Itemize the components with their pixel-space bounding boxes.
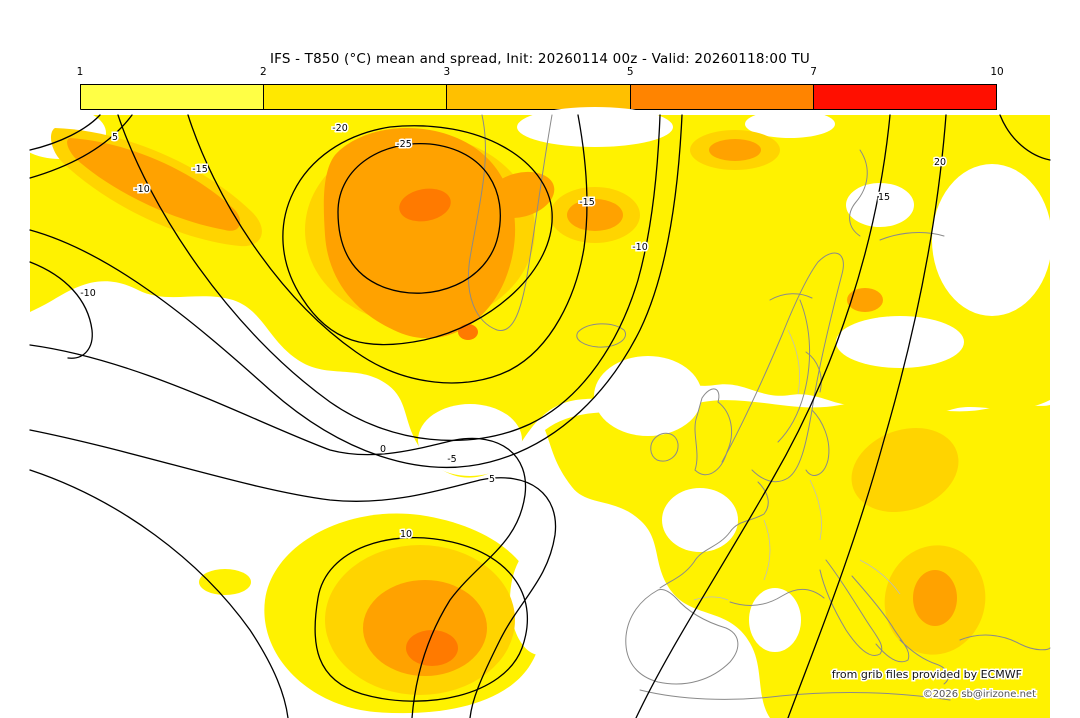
country-border (763, 519, 771, 581)
contour-label: 0 (380, 444, 386, 455)
coastline (805, 409, 830, 476)
spread-region (199, 569, 251, 595)
colorbar-segment (81, 85, 264, 109)
colorbar-segment (263, 85, 447, 109)
contour-label: -25 (396, 139, 412, 150)
colorbar-segment (629, 85, 813, 109)
coastline (467, 114, 553, 331)
spread-region (851, 427, 959, 513)
spread-region (67, 138, 241, 231)
colorbar-tick-label: 7 (810, 66, 817, 78)
contour-label: 5 (112, 132, 118, 143)
contour-line (282, 125, 553, 346)
colorbar (80, 84, 997, 110)
attribution: from grib files provided by ECMWF ©2026 … (830, 667, 1037, 702)
colorbar-tick-label: 3 (443, 66, 451, 78)
contour-label: 5 (489, 474, 495, 485)
attribution-source: from grib files provided by ECMWF (832, 668, 1022, 681)
contour-line (999, 114, 1051, 161)
contour-line (29, 469, 289, 718)
contour-line (29, 344, 527, 718)
colorbar-segment (446, 85, 630, 109)
spread-region (30, 115, 1050, 478)
spread-region (847, 288, 883, 312)
spread-region (458, 324, 478, 340)
contour-line (787, 114, 947, 718)
colorbar-tick-label: 1 (76, 66, 84, 78)
spread-region (709, 139, 761, 161)
contour-line (29, 114, 683, 469)
coastline (899, 639, 949, 685)
contour-line (29, 114, 101, 151)
spread-region (323, 128, 516, 339)
contour-line (314, 536, 528, 702)
coastline (879, 232, 945, 241)
country-border (787, 329, 800, 395)
contour-line (187, 114, 588, 384)
coastline (659, 481, 769, 589)
coastline (959, 634, 1051, 651)
contour-label: -15 (192, 164, 208, 175)
contour-label: 20 (934, 157, 946, 168)
attribution-copyright: ©2026 sb@irizone.net (923, 689, 1036, 700)
contour-label: -20 (332, 123, 348, 134)
country-border (693, 596, 729, 601)
spread-peak-layer (399, 188, 478, 666)
contour-label: -5 (447, 454, 456, 465)
colorbar-tick-label: 2 (260, 66, 267, 78)
country-border (809, 479, 822, 541)
spread-region (567, 199, 623, 231)
spread-region (913, 570, 957, 626)
colorbar-tick-label: 5 (626, 66, 634, 78)
spread-region (485, 171, 555, 219)
colorbar-labels: 1 2 3 5 7 10 (76, 66, 1004, 79)
coastline (721, 252, 844, 483)
contour-line (29, 429, 557, 718)
border-layer (693, 329, 901, 601)
country-border (859, 559, 901, 595)
contour-line (635, 114, 891, 718)
coastline (819, 559, 883, 656)
contour-label: 15 (878, 192, 890, 203)
coastline (777, 299, 811, 443)
contour-line (337, 142, 501, 294)
contour-label: -10 (134, 184, 150, 195)
coastline (576, 323, 626, 348)
contour-line (117, 114, 661, 442)
contour-line (29, 261, 93, 359)
contour-layer (29, 114, 1051, 718)
spread-high-layer (67, 128, 957, 676)
contour-label: 10 (400, 529, 412, 540)
coastline (625, 589, 739, 685)
spread-region (406, 630, 458, 666)
colorbar-segment (812, 85, 997, 109)
coastline (769, 293, 813, 301)
contour-label: -10 (632, 242, 648, 253)
contour-label-layer: 5 -15 -10 -20 -25 -15 -10 -10 -5 0 5 10 15 20 (79, 122, 948, 542)
coastline (639, 689, 951, 701)
colorbar-tick-label: 10 (990, 66, 1004, 78)
contour-label: -15 (579, 197, 595, 208)
contour-line (29, 114, 133, 179)
chart-title: IFS - T850 (°C) mean and spread, Init: 2… (269, 51, 811, 67)
coastline (729, 589, 825, 606)
coastline-layer (467, 114, 1051, 701)
coastline (805, 351, 822, 393)
coastline (650, 432, 679, 462)
spread-region (399, 188, 451, 222)
coastline (849, 149, 868, 237)
contour-label: -10 (80, 288, 96, 299)
